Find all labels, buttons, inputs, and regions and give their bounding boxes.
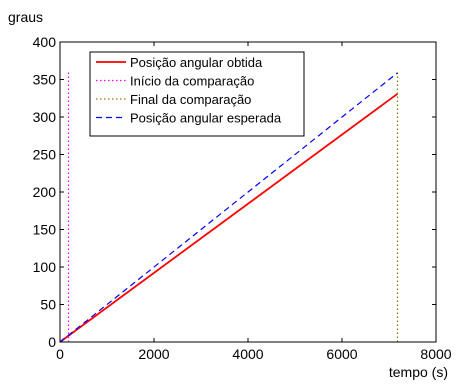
ticks-layer: 0 2000 4000 6000 8000 0 50 100 150 200 250 300 350 40…	[33, 34, 452, 362]
y-tick-label: 100	[33, 259, 57, 275]
legend-box	[89, 51, 305, 137]
x-tick-label: 0	[56, 346, 64, 362]
legend-label-2: Início da comparação	[130, 74, 254, 89]
y-tick-label: 150	[33, 222, 57, 238]
series-line-1	[59, 93, 399, 343]
x-tick-label: 2000	[138, 346, 169, 362]
y-tick-label: 350	[33, 72, 57, 88]
x-tick-label: 4000	[232, 346, 263, 362]
legend-label-4: Posição angular esperada	[130, 111, 282, 126]
series-layer	[59, 70, 399, 343]
y-tick-label: 0	[48, 334, 56, 350]
y-tick-label: 300	[33, 109, 57, 125]
y-axis-label: graus	[8, 9, 43, 25]
y-tick-label: 250	[33, 147, 57, 163]
x-tick-label: 6000	[326, 346, 357, 362]
y-tick-label: 400	[33, 34, 57, 50]
y-tick-label: 50	[40, 297, 56, 313]
y-tick-label: 200	[33, 184, 57, 200]
x-axis-label: tempo (s)	[389, 364, 448, 380]
x-tick-label: 8000	[420, 346, 451, 362]
legend-label-1: Posição angular obtida	[130, 55, 263, 70]
legend-label-3: Final da comparação	[130, 92, 251, 107]
legend: Posição angular obtida Início da comparaç…	[89, 51, 305, 137]
series-line-4	[59, 72, 398, 343]
